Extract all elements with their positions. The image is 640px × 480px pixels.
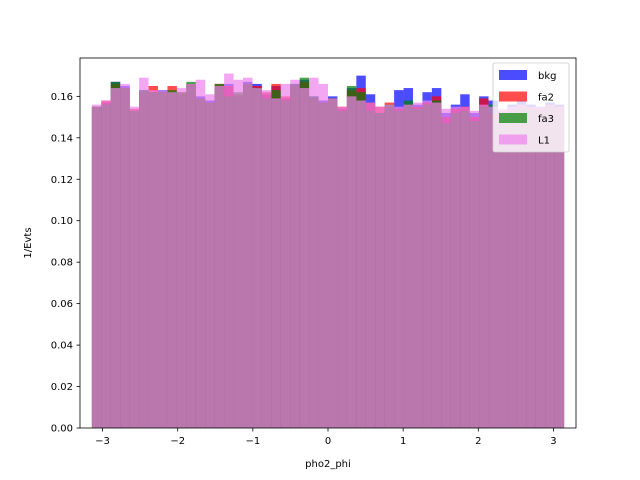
bar-L1-19 <box>271 98 281 428</box>
x-tick-label: 0 <box>325 436 331 447</box>
legend-label-L1: L1 <box>538 136 550 147</box>
bar-L1-20 <box>280 83 291 428</box>
bar-L1-1 <box>101 100 111 429</box>
bar-L1-25 <box>328 98 338 428</box>
bar-L1-41 <box>479 104 489 428</box>
bar-L1-40 <box>469 110 480 428</box>
legend-label-fa3: fa3 <box>538 114 554 125</box>
bar-L1-38 <box>450 106 461 428</box>
x-axis-label: pho2_phi <box>305 459 351 470</box>
legend-box <box>492 62 570 153</box>
bar-L1-6 <box>148 90 159 429</box>
legend-swatch-fa2 <box>499 91 527 102</box>
bar-L1-5 <box>139 77 149 428</box>
x-tick-label: −1 <box>245 436 260 447</box>
y-axis-ticks: 0.00 0.02 0.04 0.06 0.08 0.10 0.12 0.14 0.16 <box>51 92 80 435</box>
bar-L1-31 <box>384 104 395 428</box>
x-tick-label: −3 <box>95 436 110 447</box>
bar-L1-37 <box>441 108 451 429</box>
bar-L1-33 <box>403 104 413 428</box>
bar-L1-45 <box>516 104 527 428</box>
bar-L1-12 <box>205 94 215 429</box>
x-tick-label: 3 <box>550 436 556 447</box>
legend: bkg fa2 fa3 L1 <box>492 62 570 153</box>
bar-L1-42 <box>488 106 498 428</box>
x-tick-label: 1 <box>400 436 406 447</box>
bar-L1-35 <box>422 100 432 429</box>
x-tick-label: 2 <box>475 436 481 447</box>
bar-L1-49 <box>554 106 565 428</box>
bar-L1-43 <box>497 108 508 429</box>
y-tick-label: 0.16 <box>51 92 73 103</box>
y-tick-label: 0.06 <box>51 299 73 310</box>
bar-L1-2 <box>110 88 121 428</box>
bars-layer <box>91 73 565 429</box>
bar-L1-47 <box>535 106 546 428</box>
bar-L1-36 <box>431 102 442 428</box>
y-tick-label: 0.02 <box>51 382 73 393</box>
bar-L1-28 <box>356 100 366 429</box>
y-tick-label: 0.10 <box>51 216 73 227</box>
bar-L1-16 <box>243 77 253 428</box>
bar-L1-23 <box>309 77 319 428</box>
bar-L1-8 <box>167 92 177 428</box>
bar-L1-15 <box>233 79 244 428</box>
bar-L1-26 <box>337 106 347 428</box>
y-tick-label: 0.12 <box>51 175 73 186</box>
bar-L1-24 <box>318 83 328 428</box>
legend-label-bkg: bkg <box>538 71 557 82</box>
bar-L1-30 <box>375 106 385 428</box>
bar-L1-21 <box>290 79 300 428</box>
y-tick-label: 0.04 <box>51 341 73 352</box>
bar-L1-13 <box>214 85 225 429</box>
bar-L1-0 <box>91 104 102 428</box>
bar-L1-29 <box>365 102 376 428</box>
bar-L1-9 <box>176 88 187 428</box>
series-L1 <box>91 73 565 429</box>
y-tick-label: 0.08 <box>51 258 73 269</box>
legend-swatch-L1 <box>499 134 527 145</box>
bar-L1-7 <box>158 90 168 429</box>
legend-swatch-bkg <box>499 70 527 80</box>
bar-L1-22 <box>299 88 310 428</box>
x-tick-label: −2 <box>170 436 185 447</box>
bar-L1-34 <box>412 102 423 428</box>
bar-L1-32 <box>394 106 404 428</box>
y-tick-label: 0.14 <box>51 133 73 144</box>
bar-L1-46 <box>526 106 536 428</box>
bar-L1-48 <box>545 104 555 428</box>
bar-L1-11 <box>195 79 206 428</box>
bar-L1-27 <box>346 96 357 428</box>
bar-L1-3 <box>120 83 130 428</box>
y-axis-label: 1/Evts <box>23 227 34 258</box>
bar-L1-14 <box>224 73 234 429</box>
bar-L1-10 <box>186 83 196 428</box>
y-tick-label: 0.00 <box>51 424 73 435</box>
x-axis-ticks: −3 −2 −1 0 1 2 3 <box>95 428 557 447</box>
bar-L1-17 <box>252 88 262 428</box>
bar-L1-18 <box>261 90 272 429</box>
legend-swatch-fa3 <box>499 113 527 123</box>
bar-L1-44 <box>507 106 517 428</box>
bar-L1-39 <box>460 106 470 428</box>
bar-L1-4 <box>129 106 140 428</box>
legend-label-fa2: fa2 <box>538 93 554 104</box>
